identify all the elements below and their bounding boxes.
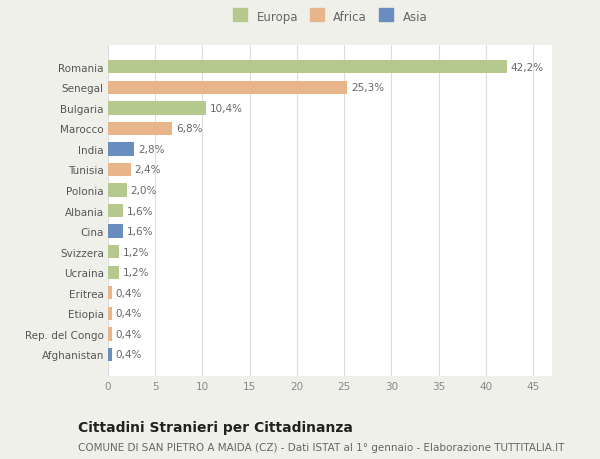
Text: 1,2%: 1,2%: [123, 247, 149, 257]
Bar: [108, 328, 112, 341]
Text: 2,8%: 2,8%: [138, 145, 165, 155]
Bar: [108, 307, 112, 320]
Text: 1,6%: 1,6%: [127, 227, 154, 237]
Bar: [108, 81, 347, 95]
Bar: [108, 246, 119, 259]
Bar: [108, 123, 172, 136]
Text: 0,4%: 0,4%: [116, 309, 142, 319]
Text: 2,0%: 2,0%: [131, 185, 157, 196]
Bar: [108, 266, 119, 280]
Bar: [108, 163, 131, 177]
Legend: Europa, Africa, Asia: Europa, Africa, Asia: [230, 9, 430, 27]
Text: 10,4%: 10,4%: [210, 104, 243, 113]
Bar: [108, 61, 506, 74]
Text: 0,4%: 0,4%: [116, 350, 142, 360]
Bar: [108, 102, 206, 115]
Bar: [108, 143, 134, 156]
Bar: [108, 225, 123, 238]
Text: 0,4%: 0,4%: [116, 288, 142, 298]
Text: 42,2%: 42,2%: [511, 62, 544, 73]
Text: 1,2%: 1,2%: [123, 268, 149, 278]
Text: COMUNE DI SAN PIETRO A MAIDA (CZ) - Dati ISTAT al 1° gennaio - Elaborazione TUTT: COMUNE DI SAN PIETRO A MAIDA (CZ) - Dati…: [78, 442, 565, 452]
Text: 2,4%: 2,4%: [134, 165, 161, 175]
Text: 25,3%: 25,3%: [351, 83, 384, 93]
Text: 1,6%: 1,6%: [127, 206, 154, 216]
Bar: [108, 348, 112, 361]
Bar: [108, 204, 123, 218]
Bar: [108, 184, 127, 197]
Text: 6,8%: 6,8%: [176, 124, 203, 134]
Text: 0,4%: 0,4%: [116, 329, 142, 339]
Bar: [108, 286, 112, 300]
Text: Cittadini Stranieri per Cittadinanza: Cittadini Stranieri per Cittadinanza: [78, 420, 353, 434]
